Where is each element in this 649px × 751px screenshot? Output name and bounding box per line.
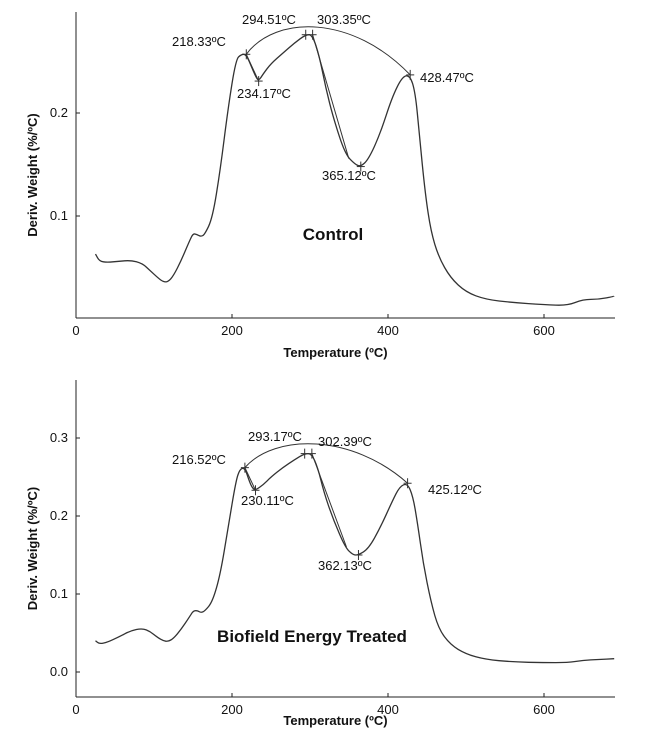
panel2-x-axis-title: Temperature (ºC) [283, 713, 387, 728]
panel1-chart-title: Control [303, 225, 363, 244]
panel1-peak-label: 294.51ºC [242, 12, 296, 27]
panel1-tangent-line [245, 54, 260, 82]
panel2-y-tick-label: 0.1 [50, 586, 68, 601]
panel2-peak-label: 425.12ºC [428, 482, 482, 497]
panel2-y-tick-label: 0.2 [50, 508, 68, 523]
panel1-peak-label: 218.33ºC [172, 34, 226, 49]
panel2-x-tick-label: 200 [221, 702, 243, 717]
panel1-peak-label: 234.17ºC [237, 86, 291, 101]
panel1-y-tick-label: 0.1 [50, 208, 68, 223]
panel2-dtg-series-line [95, 452, 615, 664]
panel1-peak-label: 428.47ºC [420, 70, 474, 85]
panel2-peak-label: 362.13ºC [318, 558, 372, 573]
panel1-x-tick-label: 200 [221, 323, 243, 338]
panel2-baseline-arc [244, 443, 408, 484]
panel1-x-tick-label: 0 [72, 323, 79, 338]
panel2-y-axis-title: Deriv. Weight (%/ºC) [25, 487, 40, 610]
panel1-dtg-series-line [94, 34, 615, 306]
panel2-chart-title: Biofield Energy Treated [217, 627, 407, 646]
panel1-x-axis-title: Temperature (ºC) [283, 345, 387, 360]
panel2-y-tick-label: 0.3 [50, 430, 68, 445]
panel1-peak-label: 365.12ºC [322, 168, 376, 183]
panel2-tangent-line [311, 453, 347, 548]
panel1-tangent-line [312, 34, 350, 159]
panel1-x-tick-label: 400 [377, 323, 399, 338]
panel1-baseline-arc [245, 26, 411, 76]
panel1-y-tick-label: 0.2 [50, 105, 68, 120]
panel2-x-tick-label: 400 [377, 702, 399, 717]
panel2-peak-label: 230.11ºC [241, 493, 294, 508]
panel1-peak-label: 303.35ºC [317, 12, 371, 27]
panel2-x-tick-label: 600 [533, 702, 555, 717]
panel2-peak-label: 216.52ºC [172, 452, 226, 467]
panel2-tangent-line [244, 467, 256, 491]
panel2-y-tick-label: 0.0 [50, 664, 68, 679]
panel1-x-tick-label: 600 [533, 323, 555, 338]
panel2-peak-label: 302.39ºC [318, 434, 372, 449]
panel2-x-tick-label: 0 [72, 702, 79, 717]
panel2-peak-label: 293.17ºC [248, 429, 302, 444]
panel1-y-axis-title: Deriv. Weight (%/ºC) [25, 113, 40, 236]
